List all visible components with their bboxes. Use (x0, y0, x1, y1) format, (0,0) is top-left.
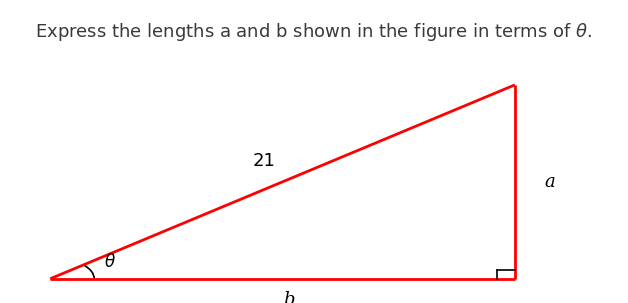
Text: Express the lengths a and b shown in the figure in terms of $\theta$.: Express the lengths a and b shown in the… (35, 21, 593, 43)
Text: b: b (283, 291, 295, 303)
Text: 21: 21 (252, 152, 275, 170)
Text: $\theta$: $\theta$ (104, 253, 116, 271)
Text: a: a (544, 173, 555, 191)
